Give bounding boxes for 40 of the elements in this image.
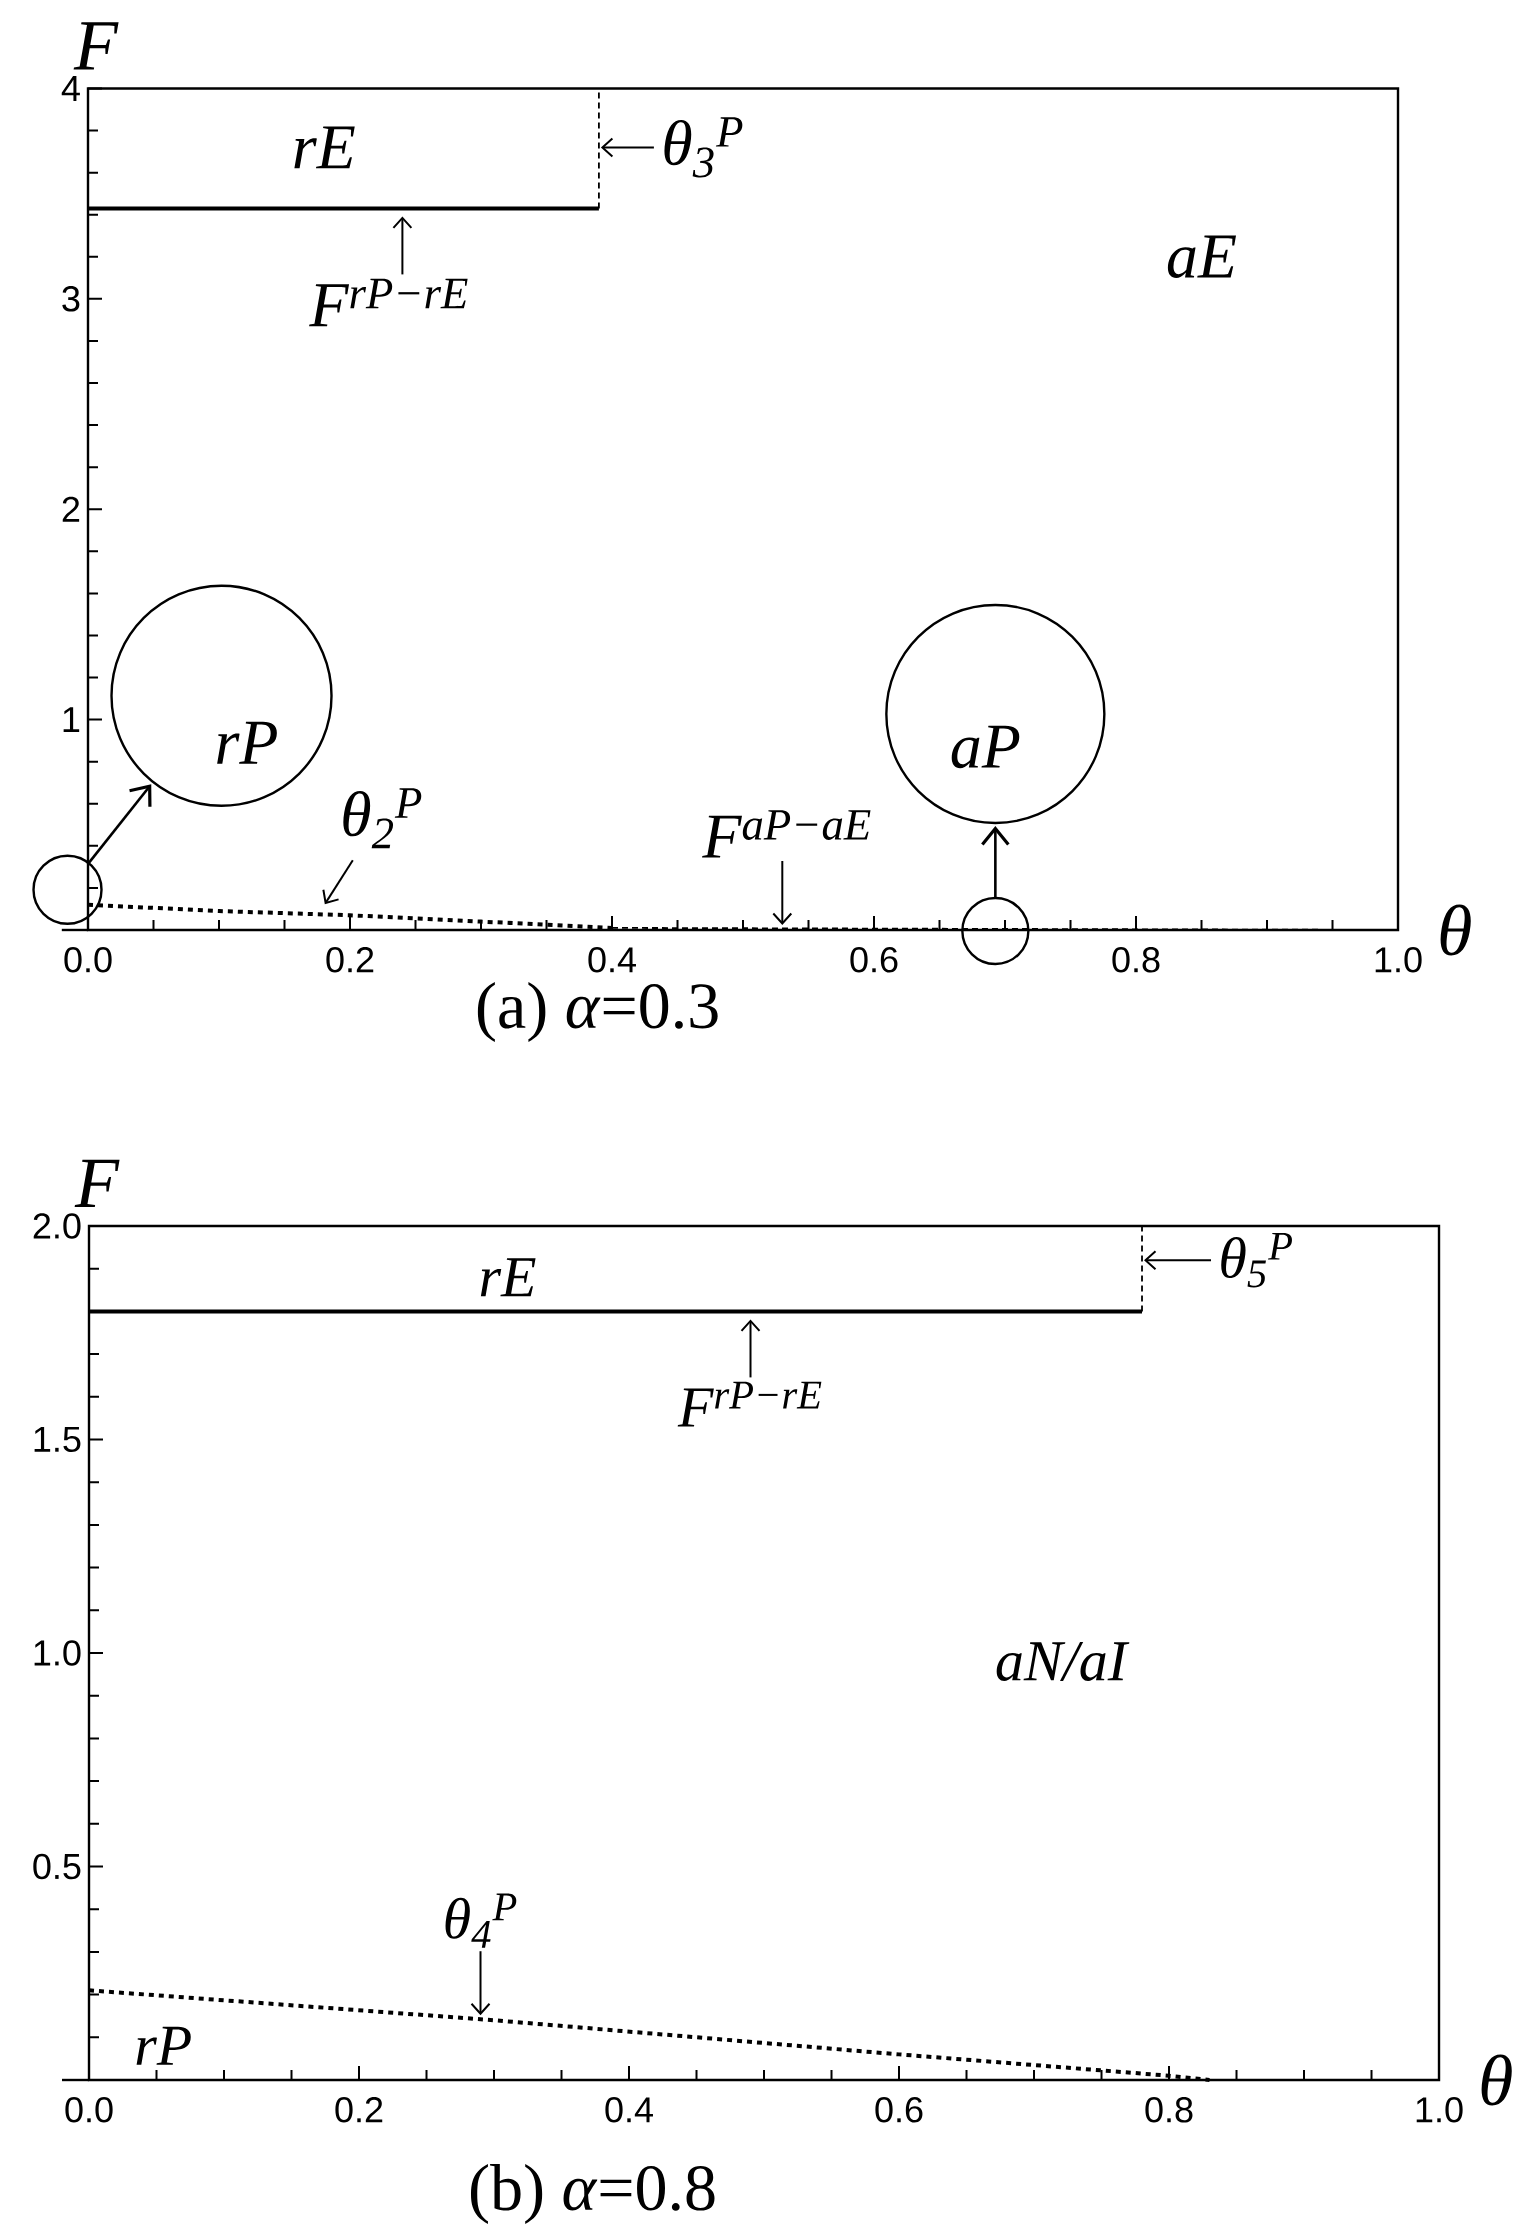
y-tick-label: 4 — [61, 76, 80, 101]
x-tick-label: 0.0 — [64, 947, 112, 973]
y-tick-label: 2.0 — [33, 1213, 81, 1239]
x-tick-label: 0.2 — [326, 947, 374, 973]
y-axis-title: F — [73, 22, 119, 70]
annotation: θ$_{4}$P — [445, 1893, 517, 1948]
x-tick-label: 1.0 — [1375, 947, 1422, 973]
y-tick-label: 1 — [63, 707, 80, 732]
x-tick-label: 0.4 — [588, 947, 636, 973]
y-tick-label: 2 — [62, 496, 80, 522]
annotation: F$^{aP−aE}$ — [702, 810, 871, 858]
annotation: aN/aI — [996, 1642, 1130, 1681]
x-tick-label: 0.2 — [335, 2097, 383, 2123]
annotation: aE — [1167, 235, 1237, 279]
x-tick-label: 0.6 — [875, 2097, 923, 2123]
y-axis-title: F — [74, 1159, 120, 1207]
x-tick-label: 1.0 — [1416, 2097, 1463, 2123]
x-tick-label: 0.0 — [65, 2097, 113, 2123]
annotation: F$^{rP−rE}$ — [309, 278, 468, 327]
x-tick-label: 0.6 — [850, 947, 898, 973]
y-tick-label: 0.5 — [33, 1853, 81, 1880]
text: (a) α=0.3 — [477, 982, 718, 1042]
x-tick-label: 0.4 — [605, 2097, 653, 2123]
annotation: θ$_{3}$P — [664, 117, 743, 178]
text: (b) α=0.8 — [470, 2164, 715, 2224]
x-axis-title: θ — [1481, 2054, 1512, 2106]
annotation: rE — [294, 126, 355, 169]
x-tick-label: 0.8 — [1112, 947, 1160, 973]
y-tick-label: 1.5 — [34, 1426, 81, 1453]
annotation: F$^{rP−rE}$ — [677, 1381, 822, 1427]
annotation: rP — [217, 721, 277, 764]
annotation: rP — [136, 2026, 191, 2065]
y-tick-label: 1.0 — [34, 1640, 81, 1666]
annotation: θ$_{2}$P — [343, 788, 422, 849]
annotation: aP — [951, 725, 1020, 769]
x-axis-title: θ — [1440, 904, 1471, 956]
y-tick-label: 3 — [62, 286, 80, 312]
annotation: θ$_{5}$P — [1221, 1232, 1292, 1288]
x-tick-label: 0.8 — [1145, 2097, 1193, 2123]
annotation: rE — [480, 1258, 536, 1297]
